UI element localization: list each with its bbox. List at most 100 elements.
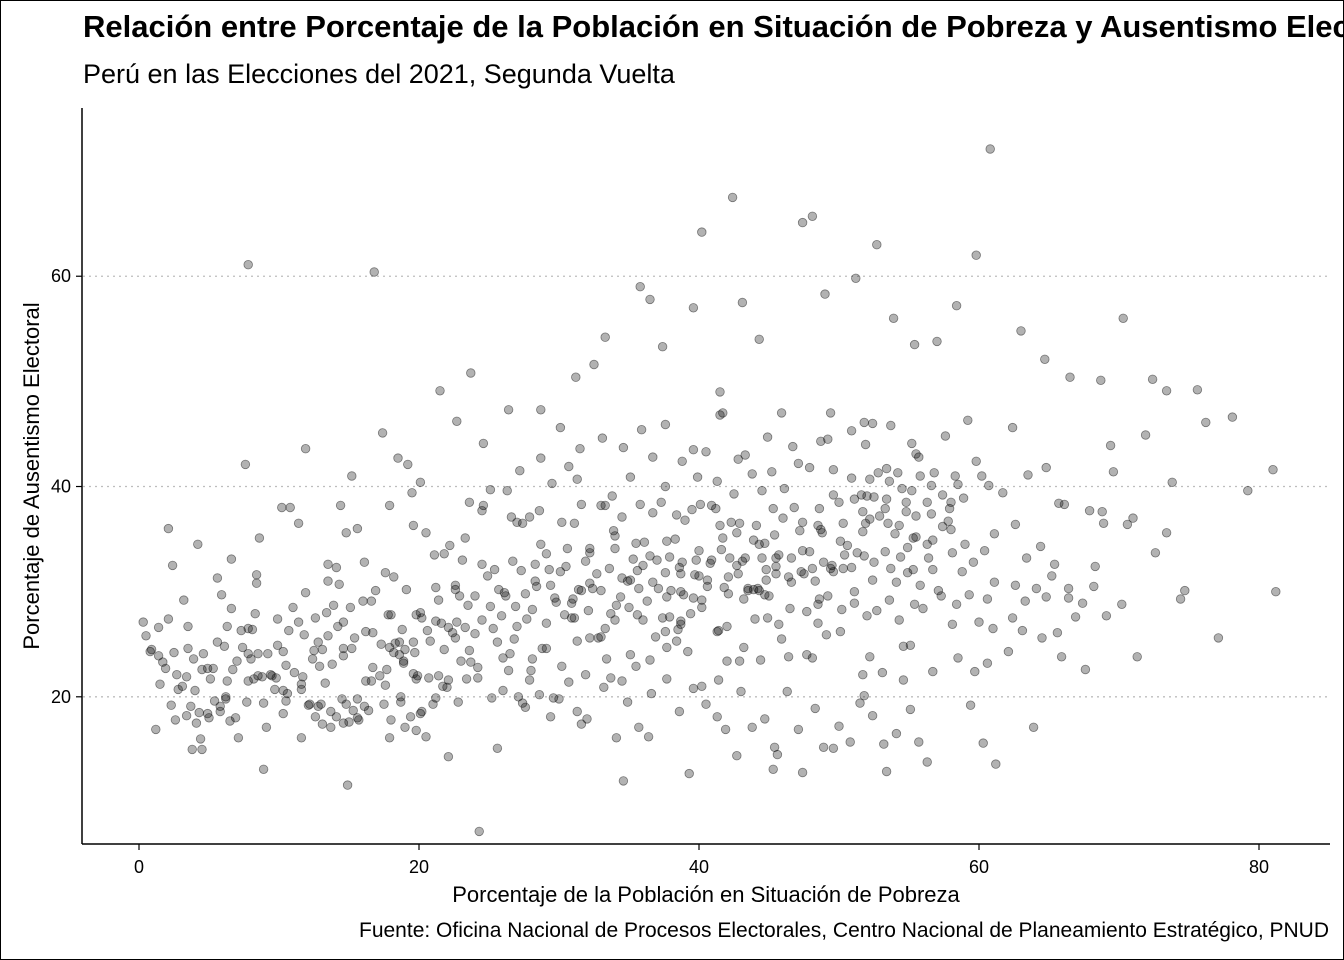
scatter-point <box>683 646 693 657</box>
scatter-point <box>473 673 483 683</box>
scatter-point <box>554 694 564 704</box>
scatter-point <box>869 557 879 567</box>
scatter-point <box>678 590 689 600</box>
scatter-point <box>676 587 686 597</box>
scatter-point <box>713 625 724 636</box>
scatter-point <box>209 696 220 706</box>
scatter-point <box>858 507 868 517</box>
scatter-point <box>977 471 987 481</box>
scatter-point <box>701 699 711 709</box>
scatter-point <box>310 613 321 623</box>
scatter-point <box>979 546 990 556</box>
scatter-point <box>835 626 846 637</box>
scatter-point <box>587 583 598 594</box>
scatter-point <box>334 579 344 590</box>
scatter-point <box>702 575 713 585</box>
scatter-point <box>572 706 582 717</box>
scatter-point <box>431 582 441 593</box>
x-tick-label: 0 <box>134 857 144 877</box>
scatter-point <box>855 698 865 708</box>
scatter-point <box>572 474 582 484</box>
scatter-point <box>881 463 892 474</box>
scatter-point <box>849 587 860 597</box>
scatter-point <box>926 509 937 519</box>
scatter-point <box>694 546 704 556</box>
scatter-point <box>723 572 734 582</box>
scatter-point <box>727 192 738 203</box>
scatter-point <box>293 518 304 529</box>
scatter-point <box>593 633 603 643</box>
scatter-point <box>337 694 347 704</box>
scatter-point <box>559 610 570 620</box>
scatter-point <box>617 512 627 522</box>
scatter-point <box>313 637 323 647</box>
scatter-point <box>296 733 307 743</box>
scatter-point <box>879 739 889 749</box>
scatter-point <box>849 598 860 608</box>
scatter-point <box>631 661 641 672</box>
scatter-point <box>858 527 868 537</box>
scatter-point <box>618 776 629 786</box>
scatter-point <box>183 643 193 654</box>
scatter-point <box>358 596 368 606</box>
scatter-point <box>394 637 405 647</box>
scatter-point <box>221 694 231 704</box>
scatter-point <box>625 472 636 482</box>
scatter-point <box>754 539 764 550</box>
y-axis-title: Porcentaje de Ausentismo Electoral <box>19 302 44 649</box>
scatter-point <box>272 640 283 651</box>
scatter-point <box>352 713 363 723</box>
scatter-point <box>886 420 896 431</box>
scatter-point <box>856 490 867 500</box>
scatter-point <box>1117 599 1127 610</box>
scatter-point <box>422 625 433 636</box>
scatter-point <box>547 478 557 489</box>
scatter-point <box>958 493 969 503</box>
scatter-point <box>278 708 288 719</box>
scatter-point <box>160 663 171 674</box>
scatter-point <box>951 599 962 610</box>
scatter-point <box>902 568 913 578</box>
scatter-point <box>281 660 291 671</box>
scatter-point <box>415 477 426 488</box>
scatter-point <box>656 497 666 508</box>
scatter-point <box>914 737 924 747</box>
scatter-point <box>883 518 893 529</box>
scatter-point <box>825 408 836 418</box>
scatter-point <box>732 560 742 571</box>
scatter-point <box>859 551 869 561</box>
scatter-point <box>802 650 812 660</box>
scatter-point <box>398 658 409 668</box>
scatter-point <box>820 289 830 299</box>
scatter-point <box>197 744 207 755</box>
scatter-point <box>293 617 304 627</box>
scatter-point <box>1049 559 1060 570</box>
scatter-point <box>1020 596 1030 606</box>
scatter-point <box>760 538 770 549</box>
scatter-point <box>666 585 676 596</box>
scatter-point <box>706 500 717 511</box>
scatter-point <box>253 671 263 681</box>
scatter-point <box>310 712 321 722</box>
scatter-point <box>502 486 512 496</box>
scatter-point <box>937 490 948 500</box>
scatter-point <box>349 633 360 643</box>
scatter-point <box>771 569 781 579</box>
scatter-point <box>576 585 587 596</box>
scatter-point <box>478 438 489 449</box>
scatter-point <box>251 578 262 588</box>
scatter-point <box>551 597 561 607</box>
scatter-point <box>548 693 559 703</box>
scatter-point <box>729 489 739 499</box>
scatter-point <box>338 718 349 728</box>
scatter-point <box>713 675 724 685</box>
scatter-point <box>366 676 377 686</box>
scatter-point <box>828 465 839 475</box>
scatter-point <box>783 572 794 582</box>
scatter-point <box>677 557 687 567</box>
points-layer <box>138 144 1281 837</box>
scatter-point <box>734 518 745 529</box>
scatter-point <box>736 686 746 697</box>
scatter-point <box>688 683 699 694</box>
scatter-point <box>342 780 353 790</box>
